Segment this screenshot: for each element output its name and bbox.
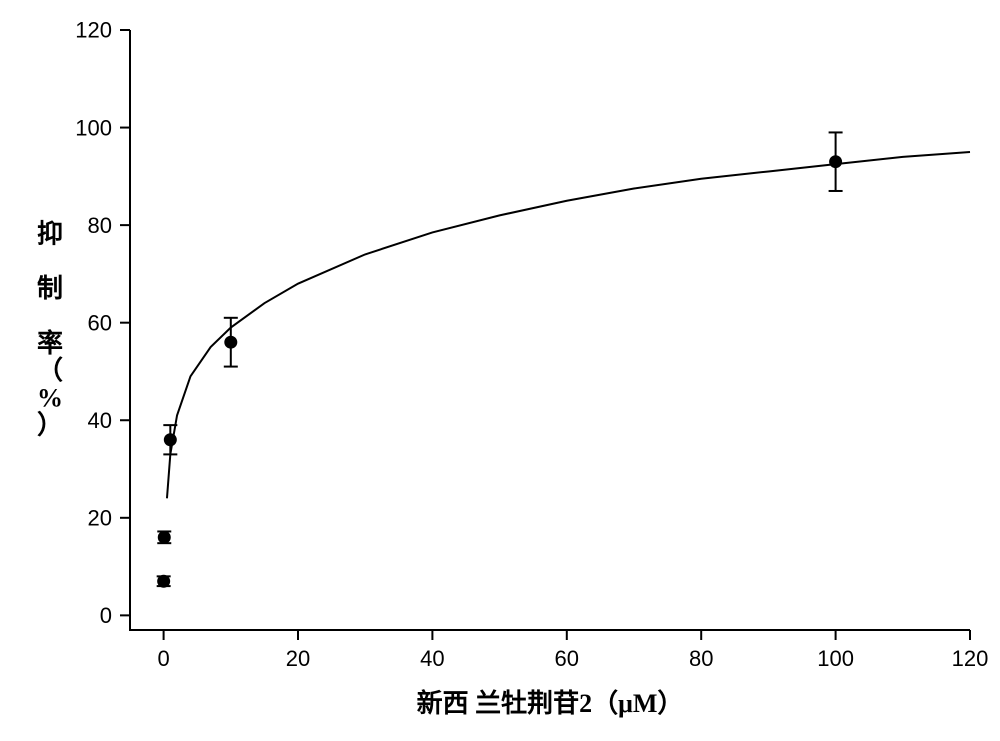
y-tick-label: 40 xyxy=(88,408,112,433)
x-tick-label: 100 xyxy=(817,646,854,671)
y-tick-label: 100 xyxy=(75,115,112,140)
dose-response-chart: 0 20 40 60 80 100 120 0 20 40 60 80 100 120 新西 兰牡荆苷2（μ… xyxy=(0,0,1000,741)
y-tick-label: 60 xyxy=(88,310,112,335)
x-tick-label: 120 xyxy=(952,646,989,671)
data-point xyxy=(158,575,170,587)
data-point xyxy=(225,336,237,348)
y-tick-label: 80 xyxy=(88,213,112,238)
y-axis-title-char: 制 xyxy=(37,274,63,303)
x-tick-label: 40 xyxy=(420,646,444,671)
y-axis-title-char: （ xyxy=(37,356,63,385)
x-tick-label: 60 xyxy=(555,646,579,671)
x-axis-title: 新西 兰牡荆苷2（μM） xyxy=(417,688,684,718)
data-point xyxy=(164,434,176,446)
y-axis-title-char: 率 xyxy=(37,328,63,358)
y-axis-title-char: 抑 xyxy=(37,220,63,249)
data-point xyxy=(830,156,842,168)
data-point xyxy=(158,531,170,543)
x-tick-label: 0 xyxy=(157,646,169,671)
y-tick-label: 120 xyxy=(75,18,112,43)
x-tick-label: 80 xyxy=(689,646,713,671)
y-axis-title-char: ） xyxy=(37,411,63,440)
x-tick-label: 20 xyxy=(286,646,310,671)
y-tick-label: 0 xyxy=(100,603,112,628)
axis-frame xyxy=(130,30,970,630)
y-axis-title-char: % xyxy=(37,383,63,412)
fit-curve xyxy=(167,152,970,498)
y-tick-label: 20 xyxy=(88,506,112,531)
chart-container: 0 20 40 60 80 100 120 0 20 40 60 80 100 120 新西 兰牡荆苷2（μ… xyxy=(0,0,1000,741)
